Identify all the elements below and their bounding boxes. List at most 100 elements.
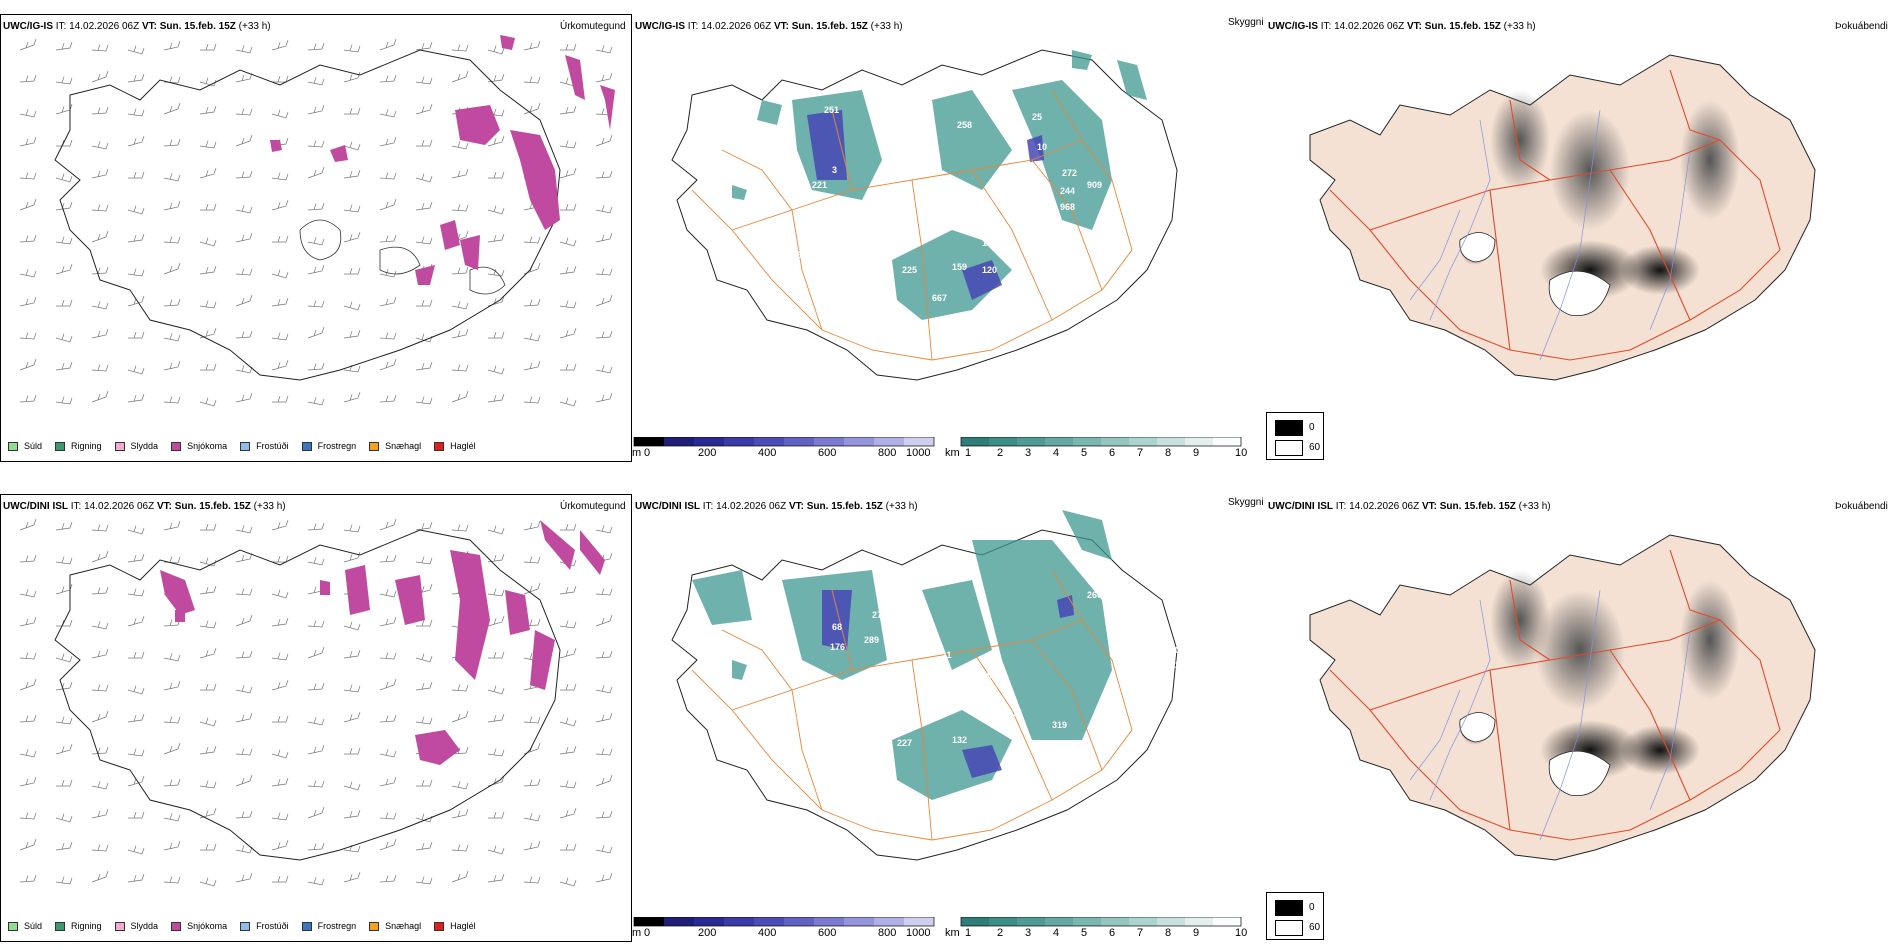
wind-barb [199,807,217,819]
wind-barb [415,361,433,371]
wind-barb [163,138,181,147]
wind-barb [595,810,613,819]
wind-barb [19,652,37,660]
wind-barb [199,585,217,595]
wind-barb [451,870,469,883]
wind-barb [200,843,217,851]
value-label: 363 [792,250,808,260]
wind-barb [343,391,361,403]
wind-barb [415,653,433,663]
wind-barb [559,265,577,275]
wind-barb [55,521,73,531]
wind-barb [199,265,217,275]
snow-areas [270,35,615,285]
wind-barb [235,330,253,339]
wind-barb [379,812,397,820]
tick-label: 2 [997,927,1004,939]
tick-label: 10 [1235,447,1248,459]
wind-barb [163,876,181,884]
wind-barb [127,553,145,563]
wind-barb [199,877,217,887]
wind-barb [127,205,145,215]
iceland-outline [671,49,1178,381]
wind-barb [379,394,397,403]
wind-barb [19,332,37,340]
legend-swatch [369,921,380,931]
wind-barb [127,713,145,723]
wind-barb [91,648,109,659]
wind-barb [343,621,361,631]
tick-label: 5 [1081,447,1088,459]
legend-item: Frostúði [240,921,289,931]
wind-barb [344,747,361,755]
precip-legend-2: Súld Rigning Slydda Snjókoma Frostúði Fr… [8,921,489,931]
wind-barb [307,140,325,148]
wind-barb [488,171,505,179]
wind-barb [487,553,505,563]
wind-barb [307,780,325,788]
legend-item: Haglél [434,441,476,451]
wind-barb [451,141,469,150]
wind-barb [559,300,577,309]
wind-barb [487,268,505,277]
tick-label: 0 [644,447,651,459]
wind-barb [451,808,469,819]
wind-barb [523,298,541,307]
wind-barb [523,333,541,342]
wind-barb [488,331,505,339]
wind-barb [91,364,109,372]
wind-barb [451,266,469,275]
wind-barb [343,551,361,563]
value-label: 3 [832,165,838,175]
wind-barb [595,294,613,307]
legend-swatch [434,921,445,931]
wind-barb [523,236,541,244]
wind-barb [523,582,541,595]
legend-item: Rigning [55,441,102,451]
wind-barb [523,520,541,531]
legend-swatch [240,441,251,451]
wind-barb [487,588,505,597]
rivers [1409,589,1691,841]
value-label: 304 [1170,645,1186,655]
unit-label: km [945,447,960,459]
glacier [299,219,506,295]
wind-barb [451,70,469,83]
wind-barb [127,295,145,307]
wind-barb [127,873,145,883]
wind-barb [487,873,505,883]
wind-barb [55,333,73,343]
wind-barb [55,236,73,245]
wind-barb [19,109,37,118]
wind-barb [55,41,73,51]
wind-barb [235,650,253,659]
wind-barb [451,44,469,52]
cloudbase-colorbar-1: m 0 200 400 600 800 1000 [632,437,940,463]
wind-barb [127,845,145,855]
wind-barb [91,141,109,150]
cloudbase-gradient [633,437,935,447]
legend-swatch [240,921,251,931]
fog-title-1: UWC/IG-IS IT: 14.02.2026 06Z VT: Sun. 15… [1268,21,1536,32]
legend-swatch [8,921,18,931]
wind-barb [307,104,325,115]
wind-barb [91,781,109,790]
wind-barb [595,614,613,627]
wind-barb [55,813,73,823]
wind-barb [343,141,361,151]
roads [691,569,1133,841]
wind-barb [91,390,109,403]
wind-barb [128,171,145,179]
wind-barb [307,42,325,51]
fog-swatch-min [1275,920,1303,936]
wind-barb [127,775,145,787]
wind-barb [379,589,397,598]
wind-barb [271,297,289,307]
wind-barb [523,876,541,884]
wind-barb [55,841,73,851]
value-label: 225 [902,265,918,275]
wind-barb [91,204,109,212]
legend-swatch [171,441,182,451]
wind-barb [307,77,325,86]
cloud-values-2: 260 27 40 32 289 176 68 11 164 632 304 2… [632,510,1262,890]
